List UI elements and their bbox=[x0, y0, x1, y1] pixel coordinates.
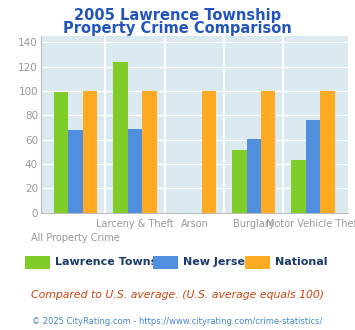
Bar bbox=[320, 91, 335, 213]
Bar bbox=[54, 92, 69, 213]
Text: National: National bbox=[275, 257, 328, 267]
Text: Property Crime Comparison: Property Crime Comparison bbox=[63, 21, 292, 36]
Text: Compared to U.S. average. (U.S. average equals 100): Compared to U.S. average. (U.S. average … bbox=[31, 290, 324, 300]
Bar bbox=[291, 160, 306, 213]
Text: All Property Crime: All Property Crime bbox=[31, 233, 120, 243]
Text: Burglary: Burglary bbox=[233, 219, 274, 229]
Text: Arson: Arson bbox=[180, 219, 208, 229]
Bar bbox=[306, 120, 320, 213]
Bar bbox=[128, 129, 142, 213]
Text: Larceny & Theft: Larceny & Theft bbox=[96, 219, 174, 229]
Bar bbox=[232, 149, 246, 213]
Bar bbox=[83, 91, 97, 213]
Bar bbox=[246, 139, 261, 213]
Bar bbox=[261, 91, 275, 213]
Text: New Jersey: New Jersey bbox=[183, 257, 252, 267]
Bar bbox=[142, 91, 157, 213]
Text: © 2025 CityRating.com - https://www.cityrating.com/crime-statistics/: © 2025 CityRating.com - https://www.city… bbox=[32, 317, 323, 326]
Bar bbox=[202, 91, 216, 213]
Text: Motor Vehicle Theft: Motor Vehicle Theft bbox=[266, 219, 355, 229]
Text: Lawrence Township: Lawrence Township bbox=[55, 257, 177, 267]
Bar bbox=[113, 62, 128, 213]
Bar bbox=[69, 130, 83, 213]
Text: 2005 Lawrence Township: 2005 Lawrence Township bbox=[74, 8, 281, 23]
